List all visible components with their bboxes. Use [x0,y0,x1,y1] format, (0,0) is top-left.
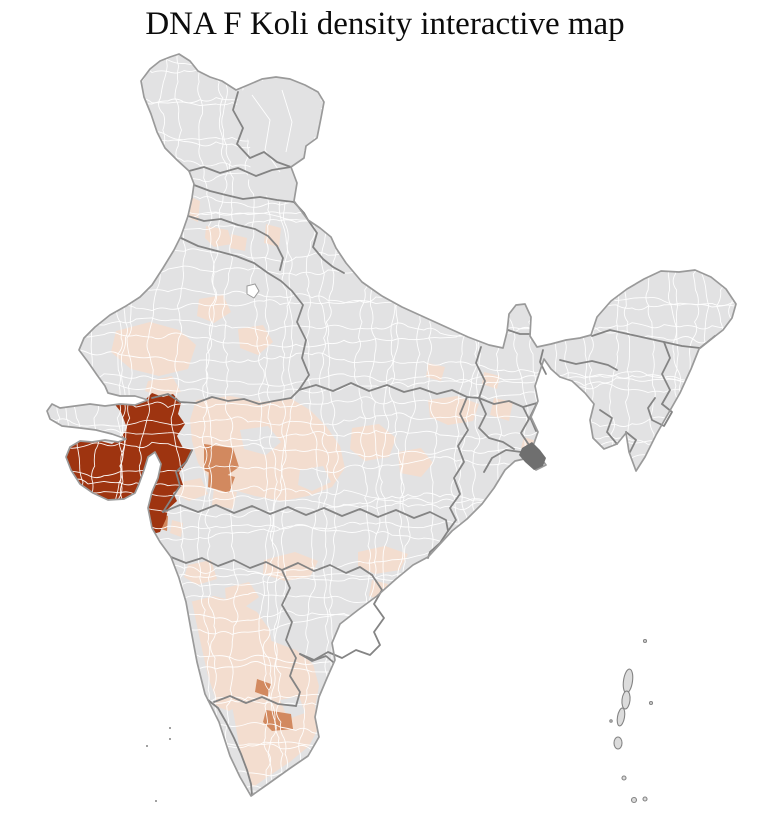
page-title: DNA F Koli density interactive map [145,6,625,42]
district-patch-low-density[interactable] [177,478,208,501]
district-patch-medium-density[interactable] [255,679,271,697]
district-patch-low-density[interactable] [426,363,445,381]
district-patch-low-density[interactable] [238,325,273,355]
ladakh-sparse-area [237,78,322,203]
andaman-nicobar-islands [609,638,654,804]
lakshadweep-islands [146,727,171,802]
country-coastline [46,53,737,797]
district-patch-medium-density[interactable] [263,710,293,731]
district-patch-low-density[interactable] [230,234,247,251]
district-patch-medium-density[interactable] [208,470,235,493]
district-patch-low-density[interactable] [205,226,232,247]
sundarbans-delta [519,442,546,470]
district-patch-low-density[interactable] [212,488,237,509]
district-patch-no-density[interactable] [298,466,331,491]
district-patch-low-density[interactable] [398,448,433,477]
district-patch-low-density[interactable] [145,376,181,397]
district-patch-low-density[interactable] [170,520,183,537]
delhi-enclave[interactable] [246,283,260,299]
